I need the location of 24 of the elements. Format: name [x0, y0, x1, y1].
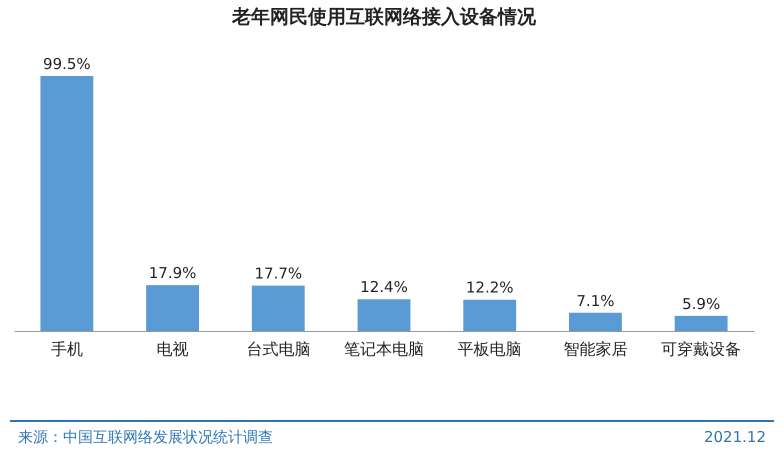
x-tick-label: 电视 — [156, 340, 189, 358]
bar — [146, 285, 199, 331]
data-label: 7.1% — [576, 292, 614, 310]
source-note: 来源：中国互联网络发展状况统计调查 — [18, 428, 273, 447]
data-label: 99.5% — [43, 55, 91, 73]
chart-title: 老年网民使用互联网络接入设备情况 — [231, 6, 537, 28]
data-label: 12.2% — [466, 278, 514, 297]
x-tick-label: 智能家居 — [563, 340, 628, 358]
bar — [252, 286, 305, 331]
bar — [40, 76, 94, 331]
bar — [674, 316, 728, 331]
x-tick-label: 可穿戴设备 — [661, 340, 742, 358]
data-label: 17.9% — [148, 264, 196, 282]
x-tick-label: 笔记本电脑 — [344, 340, 424, 358]
x-tick-label: 手机 — [50, 340, 83, 358]
bar — [463, 300, 516, 331]
data-label: 5.9% — [682, 294, 720, 313]
data-label: 12.4% — [360, 278, 408, 296]
bar — [569, 312, 622, 331]
text: 2021.12 — [704, 428, 766, 447]
data-label: 17.7% — [254, 264, 302, 283]
bar — [358, 299, 410, 331]
x-tick-label: 台式电脑 — [246, 340, 310, 358]
x-tick-label: 平板电脑 — [458, 340, 522, 358]
